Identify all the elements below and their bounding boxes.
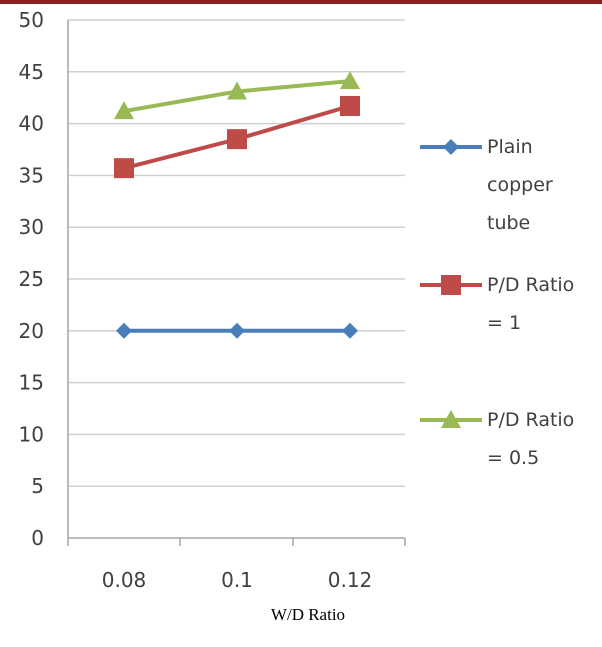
x-tick-label: 0.12 bbox=[328, 568, 373, 592]
square-marker bbox=[441, 275, 461, 295]
legend-label: Plain bbox=[487, 136, 533, 158]
series-3 bbox=[114, 71, 360, 120]
y-tick-label: 20 bbox=[19, 319, 44, 343]
y-tick-label: 35 bbox=[19, 163, 44, 187]
y-tick-label: 0 bbox=[31, 526, 44, 550]
x-axis-ticks: 0.08 0.1 0.12 bbox=[102, 568, 373, 592]
square-marker bbox=[114, 158, 134, 179]
axes bbox=[67, 20, 406, 546]
y-tick-label: 30 bbox=[19, 215, 44, 239]
triangle-marker bbox=[114, 101, 134, 120]
gridlines bbox=[68, 19, 405, 487]
diamond-marker bbox=[443, 139, 459, 155]
triangle-marker bbox=[340, 71, 360, 90]
legend-label: tube bbox=[487, 212, 530, 234]
legend-entry-3: P/D Ratio = 0.5 bbox=[420, 409, 574, 469]
top-accent-bar bbox=[0, 0, 602, 4]
legend-entry-1: Plain copper tube bbox=[420, 136, 553, 234]
diamond-marker bbox=[342, 322, 358, 339]
x-tick-label: 0.1 bbox=[221, 568, 253, 592]
y-tick-label: 40 bbox=[19, 112, 44, 136]
y-tick-label: 5 bbox=[31, 474, 44, 498]
y-tick-label: 15 bbox=[19, 371, 44, 395]
y-tick-label: 25 bbox=[19, 267, 44, 291]
diamond-marker bbox=[116, 322, 132, 339]
y-tick-label: 10 bbox=[19, 422, 44, 446]
legend-label: copper bbox=[487, 174, 553, 196]
diamond-marker bbox=[229, 322, 245, 339]
y-axis-ticks: 0 5 10 15 20 25 30 35 40 45 50 bbox=[19, 8, 44, 550]
triangle-marker bbox=[441, 410, 461, 428]
x-axis-title: W/D Ratio bbox=[271, 605, 345, 624]
legend: Plain copper tube P/D Ratio = 1 P/D Ratio = 0.… bbox=[420, 136, 574, 469]
x-tick-label: 0.08 bbox=[102, 568, 147, 592]
series-2 bbox=[114, 95, 360, 179]
legend-label: = 1 bbox=[487, 312, 521, 334]
legend-entry-2: P/D Ratio = 1 bbox=[420, 274, 574, 334]
series bbox=[114, 71, 360, 339]
legend-label: P/D Ratio bbox=[487, 409, 574, 431]
legend-label: P/D Ratio bbox=[487, 274, 574, 296]
square-marker bbox=[227, 129, 247, 150]
y-tick-label: 50 bbox=[19, 8, 44, 32]
series-1 bbox=[116, 322, 358, 339]
legend-label: = 0.5 bbox=[487, 447, 539, 469]
y-tick-label: 45 bbox=[19, 60, 44, 84]
triangle-marker bbox=[227, 81, 247, 100]
square-marker bbox=[340, 95, 360, 116]
